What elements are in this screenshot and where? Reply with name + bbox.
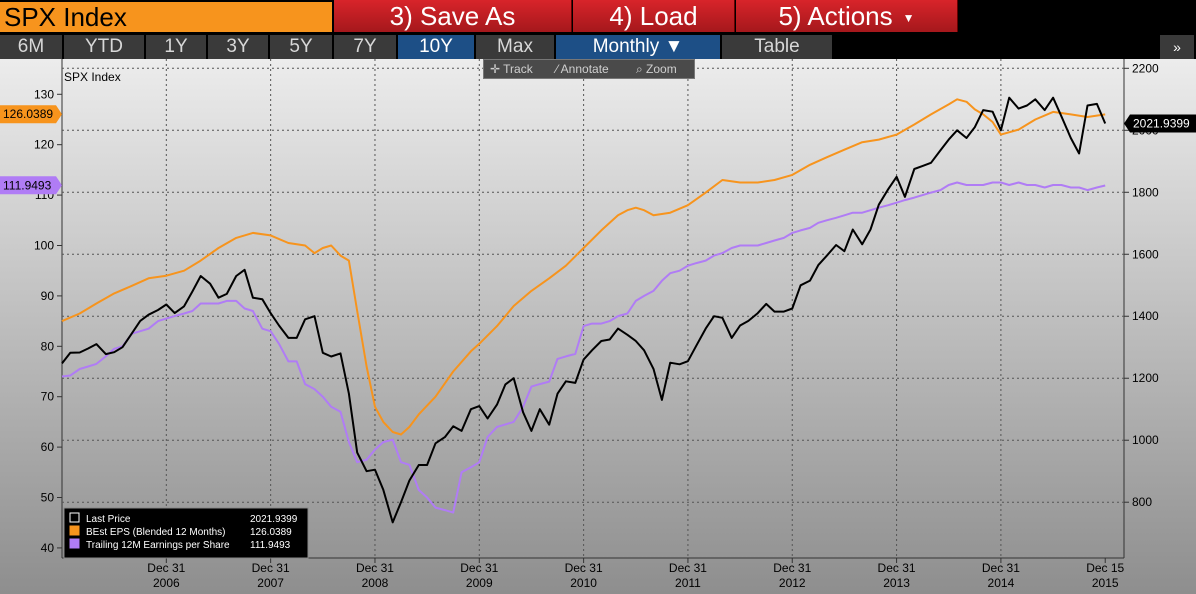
x-tick-label: Dec 31 [252, 561, 290, 575]
right-tick-label: 1400 [1132, 309, 1159, 323]
chart-title: SPX Index [64, 70, 121, 84]
left-tick-label: 120 [34, 138, 54, 152]
tab-5y[interactable]: 5Y [270, 35, 334, 59]
save-as-label: 3) Save As [389, 1, 516, 31]
legend: Last Price 2021.9399 BEst EPS (Blended 12 … [63, 507, 309, 559]
x-tick-year: 2007 [257, 576, 284, 590]
table-button[interactable]: Table [722, 35, 834, 59]
x-tick-year: 2009 [466, 576, 493, 590]
price-value-badge: 2021.9399 [1124, 114, 1196, 133]
tab-1y[interactable]: 1Y [146, 35, 208, 59]
trailing-value-badge: 111.9493 [0, 176, 62, 195]
x-tick-label: Dec 31 [460, 561, 498, 575]
left-tick-label: 80 [41, 339, 55, 353]
right-tick-label: 800 [1132, 495, 1152, 509]
series-line-trailing-12m-earnings-per-share [61, 181, 1106, 514]
right-tick-label: 2200 [1132, 61, 1159, 75]
value-badges: 126.0389 111.9493 2021.9399 [0, 105, 1196, 195]
save-as-button[interactable]: 3) Save As [334, 0, 572, 32]
x-tick-label: Dec 31 [773, 561, 811, 575]
right-tick-label: 1000 [1132, 433, 1159, 447]
x-tick-year: 2014 [988, 576, 1015, 590]
right-tick-label: 1800 [1132, 185, 1159, 199]
tab-10y[interactable]: 10Y [398, 35, 476, 59]
x-tick-label: Dec 31 [147, 561, 185, 575]
x-tick-label: Dec 31 [669, 561, 707, 575]
legend-name: BEst EPS (Blended 12 Months) [86, 527, 226, 538]
eps-value-badge-text: 126.0389 [3, 107, 53, 121]
actions-label: 5) Actions [778, 1, 893, 31]
x-tick-label: Dec 15 [1086, 561, 1124, 575]
x-tick-label: Dec 31 [356, 561, 394, 575]
top-menu-bar: SPX Index 3) Save As 4) Load 5) Actions ▼ [0, 0, 1196, 34]
trailing-value-badge-shape [0, 176, 62, 195]
x-tick-year: 2011 [675, 576, 701, 590]
load-button[interactable]: 4) Load [573, 0, 735, 32]
legend-swatch [69, 538, 80, 549]
actions-button[interactable]: 5) Actions ▼ [736, 0, 958, 32]
legend-name: Trailing 12M Earnings per Share [86, 540, 230, 551]
expand-icon[interactable]: » [1160, 35, 1196, 59]
periodicity-dropdown[interactable]: Monthly ▼ [556, 35, 722, 59]
price-value-badge-shape [1124, 114, 1196, 133]
legend-box [63, 507, 309, 559]
x-tick-year: 2006 [153, 576, 180, 590]
x-tick-year: 2015 [1092, 576, 1119, 590]
range-tabbar: 6M YTD 1Y 3Y 5Y 7Y 10Y Max Monthly ▼ Tab… [0, 35, 1196, 59]
track-tool[interactable]: ✛ Track [490, 62, 533, 76]
chevron-down-icon: ▼ [902, 11, 915, 26]
legend-swatch [69, 512, 80, 523]
load-label: 4) Load [609, 1, 698, 31]
ticker-field[interactable]: SPX Index [0, 2, 332, 32]
left-tick-label: 60 [41, 440, 55, 454]
chart-tools: ✛ Track ⁄ Annotate ⌕ Zoom [483, 59, 695, 79]
zoom-tool[interactable]: ⌕ Zoom [636, 62, 677, 76]
annotate-tool[interactable]: ⁄ Annotate [556, 62, 609, 76]
x-tick-label: Dec 31 [982, 561, 1020, 575]
right-tick-label: 1200 [1132, 371, 1159, 385]
eps-value-badge-shape [0, 105, 62, 124]
tab-ytd[interactable]: YTD [64, 35, 146, 59]
legend-value: 111.9493 [250, 540, 291, 551]
eps-value-badge: 126.0389 [0, 105, 62, 124]
left-tick-label: 40 [41, 541, 55, 555]
series-lines [61, 96, 1107, 524]
series-line-last-price [61, 96, 1107, 524]
legend-name: Last Price [86, 514, 131, 525]
left-tick-label: 130 [34, 87, 54, 101]
legend-swatch [69, 525, 80, 536]
x-tick-year: 2013 [883, 576, 910, 590]
tab-7y[interactable]: 7Y [334, 35, 398, 59]
legend-value: 126.0389 [250, 527, 292, 538]
left-tick-label: 70 [41, 390, 55, 404]
left-tick-label: 50 [41, 491, 55, 505]
price-value-badge-text: 2021.9399 [1133, 116, 1190, 130]
x-tick-label: Dec 31 [565, 561, 603, 575]
legend-value: 2021.9399 [250, 514, 298, 525]
series-line-best-eps-blended-12-months- [61, 98, 1106, 436]
x-tick-year: 2008 [362, 576, 389, 590]
x-tick-year: 2010 [570, 576, 597, 590]
left-tick-label: 90 [41, 289, 55, 303]
right-tick-label: 1600 [1132, 247, 1159, 261]
tab-3y[interactable]: 3Y [208, 35, 270, 59]
trailing-value-badge-text: 111.9493 [3, 178, 52, 192]
x-tick-year: 2012 [779, 576, 806, 590]
tab-max[interactable]: Max [476, 35, 556, 59]
left-tick-label: 100 [34, 238, 54, 252]
plot-background [0, 59, 1196, 594]
tab-6m[interactable]: 6M [0, 35, 64, 59]
x-tick-label: Dec 31 [878, 561, 916, 575]
